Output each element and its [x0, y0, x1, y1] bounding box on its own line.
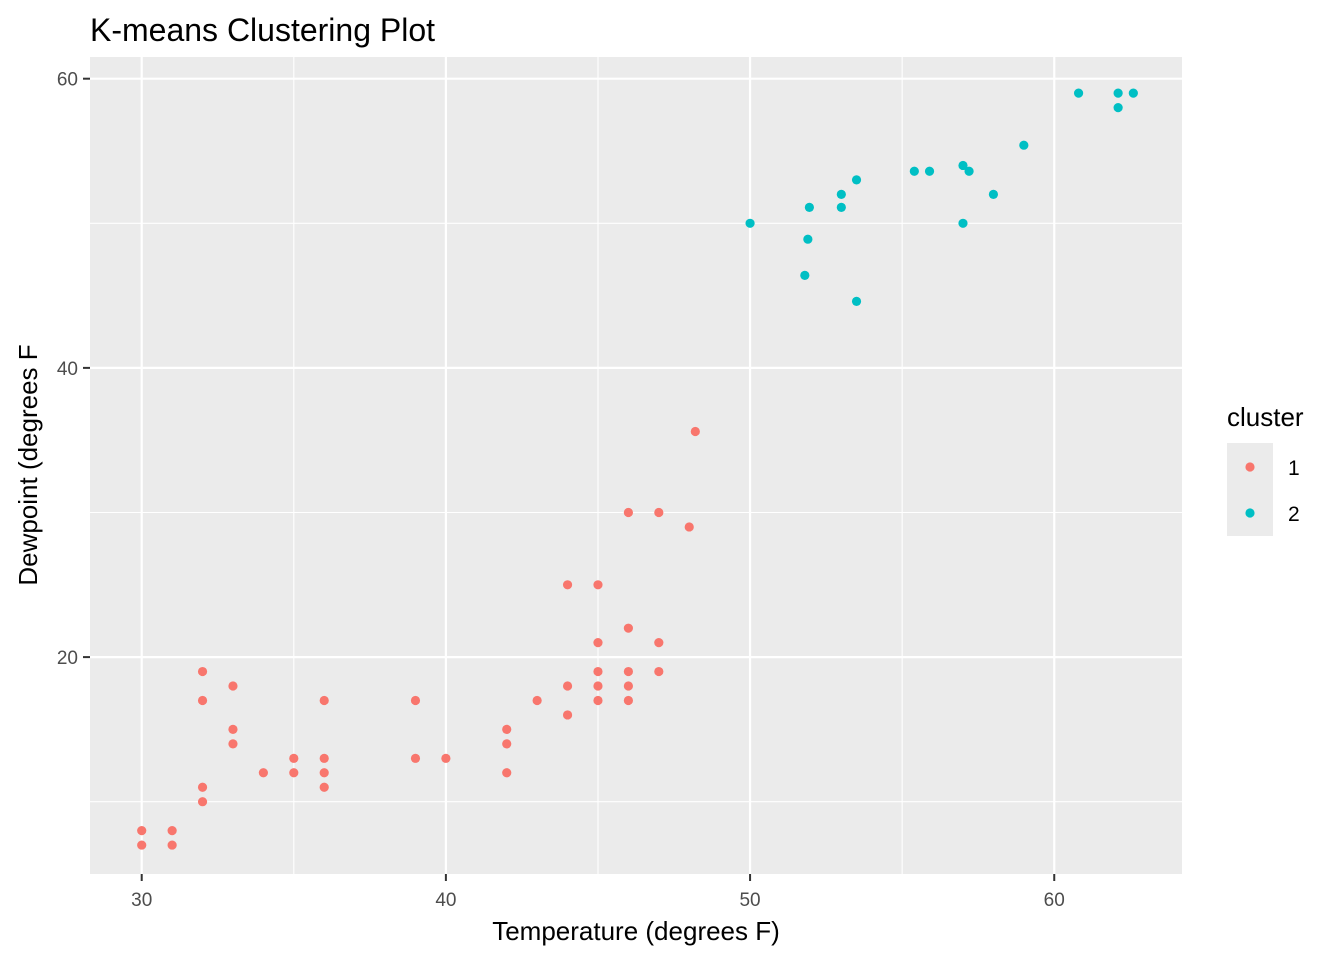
cluster-2-point	[803, 234, 813, 244]
cluster-1-point	[197, 782, 208, 792]
y-tick-label: 20	[57, 648, 78, 669]
cluster-1-point	[562, 580, 573, 590]
cluster-2-point	[1073, 88, 1084, 98]
cluster-1-point	[654, 507, 664, 518]
cluster-1-point	[137, 840, 147, 850]
cluster-1-point	[228, 681, 238, 691]
cluster-1-point	[167, 840, 177, 850]
cluster-1-point	[654, 638, 664, 648]
cluster-1-point	[228, 724, 238, 734]
cluster-1-point	[623, 666, 633, 677]
cluster-1-point	[690, 426, 700, 437]
legend-label-1: 1	[1288, 457, 1300, 480]
cluster-2-point	[836, 202, 846, 212]
cluster-1-point	[502, 768, 512, 778]
x-axis-title: Temperature (degrees F)	[492, 916, 780, 946]
x-tick-label: 40	[435, 890, 456, 911]
cluster-1-point	[410, 753, 421, 763]
cluster-1-point	[623, 623, 633, 633]
x-tick-label: 60	[1044, 890, 1065, 911]
legend-key-2	[1245, 508, 1255, 518]
data-points	[137, 88, 1138, 850]
cluster-1-point	[319, 768, 329, 778]
grid-major	[90, 57, 1182, 874]
cluster-1-point	[228, 739, 238, 749]
cluster-1-point	[289, 753, 299, 763]
grid-minor	[90, 57, 1182, 874]
chart-title: K-means Clustering Plot	[90, 12, 435, 48]
cluster-1-point	[410, 695, 421, 706]
cluster-1-point	[623, 507, 633, 518]
cluster-1-point	[623, 681, 633, 691]
cluster-2-point	[1128, 88, 1138, 98]
cluster-2-point	[1019, 140, 1029, 150]
cluster-2-point	[851, 296, 862, 306]
cluster-2-point	[851, 175, 862, 185]
cluster-1-point	[593, 695, 603, 706]
legend-key-1	[1245, 462, 1255, 472]
cluster-2-point	[745, 218, 755, 228]
cluster-2-point	[836, 189, 846, 199]
cluster-1-point	[197, 666, 208, 677]
y-tick-label: 60	[57, 70, 78, 91]
cluster-1-point	[197, 695, 208, 706]
x-axis: 30 40 50 60	[131, 874, 1065, 911]
cluster-1-point	[593, 580, 603, 590]
cluster-1-point	[167, 826, 177, 836]
cluster-2-point	[924, 166, 935, 176]
legend-title: cluster	[1227, 402, 1304, 432]
cluster-2-point	[964, 166, 974, 176]
x-tick-label: 50	[739, 890, 760, 911]
cluster-2-point	[988, 189, 999, 199]
cluster-2-point	[804, 202, 814, 212]
cluster-1-point	[441, 753, 451, 763]
cluster-1-point	[654, 666, 664, 677]
cluster-1-point	[623, 695, 633, 706]
y-tick-label: 40	[57, 359, 78, 380]
cluster-1-point	[319, 753, 329, 763]
legend: cluster 1 2	[1227, 402, 1304, 536]
cluster-2-point	[958, 218, 968, 228]
cluster-1-point	[319, 782, 329, 792]
cluster-2-point	[1113, 88, 1123, 98]
y-axis-title: Dewpoint (degrees F	[13, 344, 43, 585]
cluster-1-point	[502, 739, 512, 749]
cluster-2-point	[958, 160, 968, 171]
cluster-1-point	[502, 724, 512, 734]
cluster-1-point	[684, 522, 694, 532]
cluster-2-point	[800, 270, 810, 280]
cluster-1-point	[562, 681, 573, 691]
cluster-1-point	[258, 768, 268, 778]
cluster-1-point	[137, 826, 147, 836]
cluster-1-point	[197, 797, 208, 807]
y-axis: 20 40 60	[57, 70, 90, 669]
x-tick-label: 30	[131, 890, 152, 911]
cluster-1-point	[289, 768, 299, 778]
cluster-1-point	[593, 666, 603, 677]
cluster-1-point	[532, 695, 542, 706]
cluster-1-point	[562, 710, 573, 720]
cluster-1-point	[593, 638, 603, 648]
cluster-1-point	[319, 695, 329, 706]
cluster-2-point	[1113, 103, 1123, 113]
legend-label-2: 2	[1288, 503, 1300, 526]
plot-panel	[90, 57, 1182, 874]
cluster-1-point	[593, 681, 603, 691]
legend-key-background	[1227, 443, 1273, 536]
cluster-2-point	[909, 166, 919, 176]
